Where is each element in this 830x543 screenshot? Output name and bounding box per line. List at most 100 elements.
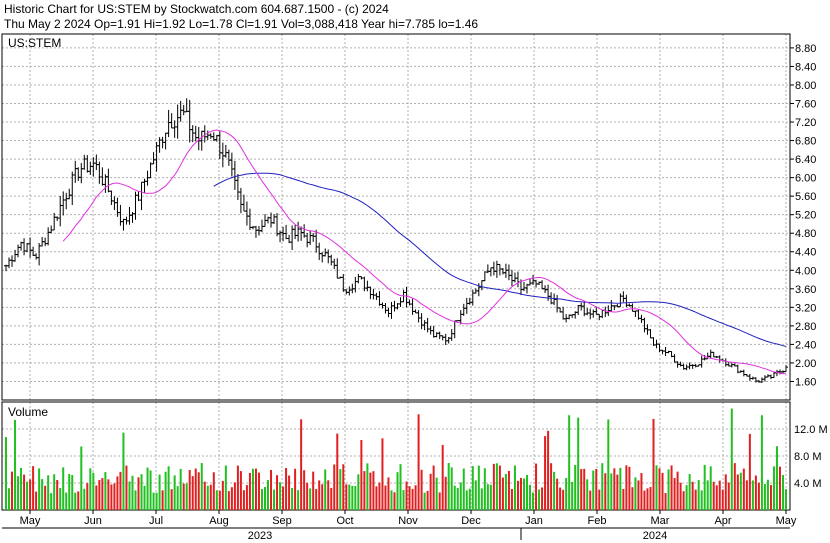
volume-bar bbox=[327, 480, 330, 510]
price-grid bbox=[2, 34, 794, 510]
volume-bar bbox=[182, 483, 185, 510]
volume-bar bbox=[245, 485, 248, 510]
volume-bar bbox=[390, 490, 393, 510]
volume-bar bbox=[676, 471, 679, 510]
volume-bar bbox=[197, 472, 200, 510]
price-bar bbox=[181, 104, 186, 116]
price-tick-label: 5.20 bbox=[795, 210, 816, 222]
volume-bar bbox=[547, 430, 550, 510]
volume-bar bbox=[188, 470, 191, 510]
price-bar bbox=[741, 369, 746, 377]
price-bar bbox=[747, 373, 752, 381]
volume-bar bbox=[35, 491, 38, 510]
volume-bar bbox=[11, 471, 14, 510]
price-bar bbox=[151, 152, 156, 165]
volume-bar bbox=[236, 465, 239, 510]
price-bar bbox=[768, 374, 773, 380]
price-bar bbox=[506, 264, 511, 281]
price-bar bbox=[392, 300, 397, 312]
volume-bar bbox=[179, 468, 182, 510]
price-tick-label: 7.20 bbox=[795, 117, 816, 129]
volume-bar bbox=[712, 481, 715, 510]
volume-bar bbox=[5, 437, 7, 510]
price-bar bbox=[708, 349, 713, 359]
volume-bar bbox=[601, 463, 604, 510]
volume-bar bbox=[14, 419, 17, 510]
volume-tick-label: 12.0 M bbox=[794, 424, 828, 436]
month-tick-label: Sep bbox=[272, 515, 292, 527]
volume-bar bbox=[399, 464, 402, 510]
volume-bar bbox=[239, 471, 242, 510]
volume-bar bbox=[279, 482, 282, 510]
price-bar bbox=[76, 167, 81, 181]
volume-bar bbox=[8, 488, 11, 510]
price-bar bbox=[223, 144, 228, 158]
volume-bar bbox=[772, 466, 775, 510]
volume-bar bbox=[363, 471, 366, 510]
volume-bar bbox=[345, 484, 348, 510]
volume-bar bbox=[381, 438, 384, 510]
price-bar bbox=[500, 267, 505, 275]
price-tick-labels: 8.80 8.40 8.00 7.60 7.20 6.80 6.40 6.00 5.60 5.20… bbox=[795, 43, 816, 389]
volume-bar bbox=[468, 488, 471, 510]
volume-bar bbox=[276, 475, 279, 510]
volume-bar bbox=[369, 472, 372, 510]
volume-bar bbox=[140, 474, 143, 510]
volume-bar bbox=[206, 485, 209, 510]
volume-bar bbox=[535, 463, 538, 510]
price-bar bbox=[61, 191, 66, 216]
price-bar bbox=[422, 320, 427, 331]
volume-bar bbox=[101, 478, 104, 510]
volume-bar bbox=[622, 489, 625, 510]
volume-bar bbox=[173, 475, 176, 510]
price-bar bbox=[648, 328, 653, 339]
price-bar bbox=[142, 178, 147, 193]
volume-bar bbox=[471, 466, 474, 510]
volume-bar bbox=[47, 475, 50, 510]
volume-bar bbox=[553, 471, 556, 510]
volume-bar bbox=[610, 473, 613, 510]
volume-bar bbox=[203, 481, 206, 510]
price-bar bbox=[296, 221, 301, 242]
volume-bar bbox=[285, 468, 288, 510]
price-tick-label: 2.00 bbox=[795, 358, 816, 370]
volume-bar bbox=[113, 483, 116, 510]
volume-bar bbox=[748, 433, 751, 510]
volume-bar bbox=[354, 485, 357, 510]
volume-bar bbox=[402, 490, 405, 510]
price-bar bbox=[229, 152, 234, 177]
volume-bar bbox=[68, 473, 71, 510]
price-bar bbox=[509, 269, 514, 287]
price-bar bbox=[642, 317, 647, 333]
month-tick-label: Mar bbox=[651, 515, 670, 527]
price-bar bbox=[332, 258, 337, 269]
volume-bar bbox=[510, 488, 513, 510]
slow-moving-average-line bbox=[213, 172, 787, 347]
volume-bar bbox=[318, 480, 321, 510]
volume-bar bbox=[167, 466, 170, 510]
price-bar bbox=[618, 293, 623, 308]
volume-label: Volume bbox=[8, 405, 48, 419]
price-bar bbox=[184, 98, 189, 113]
volume-bar bbox=[41, 479, 44, 510]
price-tick-label: 3.20 bbox=[795, 302, 816, 314]
volume-bar bbox=[170, 489, 173, 510]
volume-bar bbox=[176, 486, 179, 510]
volume-bar bbox=[703, 464, 706, 510]
price-bar bbox=[488, 267, 493, 277]
volume-bar bbox=[200, 463, 203, 510]
volume-bar bbox=[646, 488, 649, 510]
volume-bar bbox=[559, 487, 562, 510]
price-bar bbox=[272, 214, 277, 224]
price-bar bbox=[217, 131, 222, 160]
quote-summary-line: Thu May 2 2024 Op=1.91 Hi=1.92 Lo=1.78 C… bbox=[4, 17, 479, 31]
volume-bar bbox=[336, 433, 339, 510]
volume-bar bbox=[541, 487, 544, 510]
volume-bar bbox=[538, 489, 541, 510]
price-bar bbox=[377, 291, 382, 306]
price-panel-frame bbox=[1, 33, 791, 401]
volume-bar bbox=[529, 484, 532, 510]
price-bar bbox=[157, 137, 162, 153]
month-tick-labels: May Jun Jul Aug Sep Oct Nov Dec Jan Feb Mar Apr May bbox=[20, 510, 797, 527]
price-bar bbox=[633, 310, 638, 317]
